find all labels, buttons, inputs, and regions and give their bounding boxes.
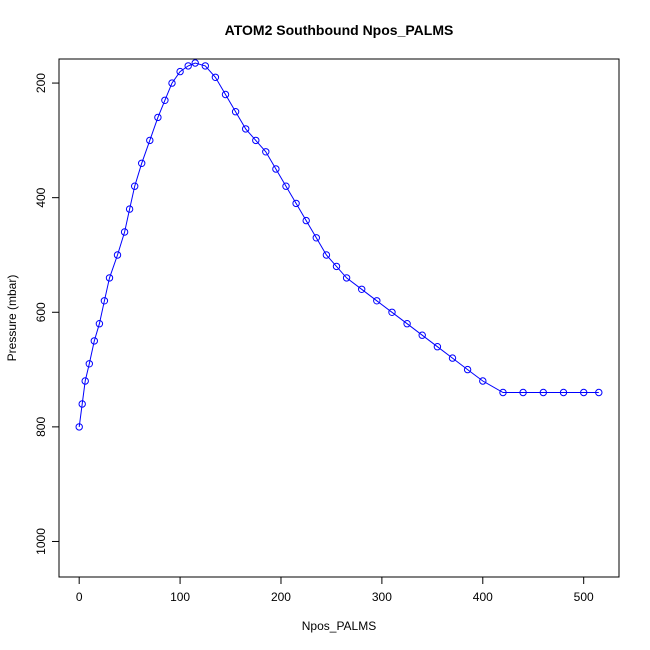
x-tick-label: 100 xyxy=(170,590,190,604)
data-point xyxy=(332,262,341,271)
plot-frame xyxy=(58,58,620,578)
y-tick-label: 400 xyxy=(34,187,48,207)
data-point xyxy=(95,320,104,328)
x-tick-label: 300 xyxy=(372,590,392,604)
data-point xyxy=(85,360,94,368)
data-point xyxy=(78,400,86,408)
y-axis-label: Pressure (mbar) xyxy=(5,275,19,362)
data-point xyxy=(388,308,396,316)
data-point xyxy=(168,79,176,87)
data-point xyxy=(81,377,89,385)
y-tick-label: 800 xyxy=(34,417,48,437)
data-point xyxy=(184,62,192,70)
data-point xyxy=(595,388,603,397)
data-point xyxy=(131,182,139,190)
y-tick-label: 600 xyxy=(34,302,48,322)
data-point xyxy=(262,148,270,156)
data-point xyxy=(312,234,320,242)
data-point xyxy=(252,136,260,145)
data-point xyxy=(75,423,83,431)
data-point xyxy=(125,205,134,213)
x-tick-label: 200 xyxy=(271,590,291,604)
data-point xyxy=(292,199,300,208)
data-point xyxy=(272,165,280,173)
x-tick-label: 400 xyxy=(473,590,493,604)
data-point xyxy=(539,388,547,397)
data-point xyxy=(105,274,114,282)
y-axis: 200 400 600 800 1000 xyxy=(34,73,60,555)
data-point xyxy=(448,354,457,362)
data-point xyxy=(113,251,122,259)
x-axis-label: Npos_PALMS xyxy=(302,619,376,633)
y-tick-label: 1000 xyxy=(34,528,48,555)
data-point xyxy=(358,285,366,293)
data-point xyxy=(580,388,588,397)
data-point xyxy=(403,320,411,328)
chart-title: ATOM2 Southbound Npos_PALMS xyxy=(225,22,454,38)
x-tick-label: 500 xyxy=(574,590,594,604)
data-point xyxy=(100,297,109,305)
data-point xyxy=(146,136,154,145)
data-point xyxy=(418,331,426,339)
data-point xyxy=(221,90,230,99)
data-point xyxy=(302,216,310,225)
data-point xyxy=(433,343,442,351)
data-point xyxy=(211,73,220,82)
data-point xyxy=(191,59,199,67)
data-point xyxy=(231,108,240,116)
data-point xyxy=(282,182,290,190)
series-line xyxy=(78,62,599,427)
data-point xyxy=(519,388,527,397)
data-point xyxy=(138,159,146,168)
data-point xyxy=(499,388,507,397)
data-point xyxy=(201,62,210,70)
y-tick-label: 200 xyxy=(34,73,48,93)
data-point xyxy=(176,67,184,76)
data-point xyxy=(322,251,331,259)
plot-data-layer xyxy=(75,59,603,431)
data-point xyxy=(120,228,129,236)
data-point xyxy=(342,274,351,282)
data-point xyxy=(90,337,99,345)
x-axis: 0 100 200 300 400 500 xyxy=(76,576,594,604)
x-tick-label: 0 xyxy=(76,590,83,604)
data-point xyxy=(463,365,472,374)
data-point xyxy=(479,377,487,385)
data-point xyxy=(154,113,162,122)
data-point xyxy=(373,297,381,305)
data-point xyxy=(161,96,169,105)
data-point xyxy=(559,388,568,397)
data-point xyxy=(242,125,250,133)
